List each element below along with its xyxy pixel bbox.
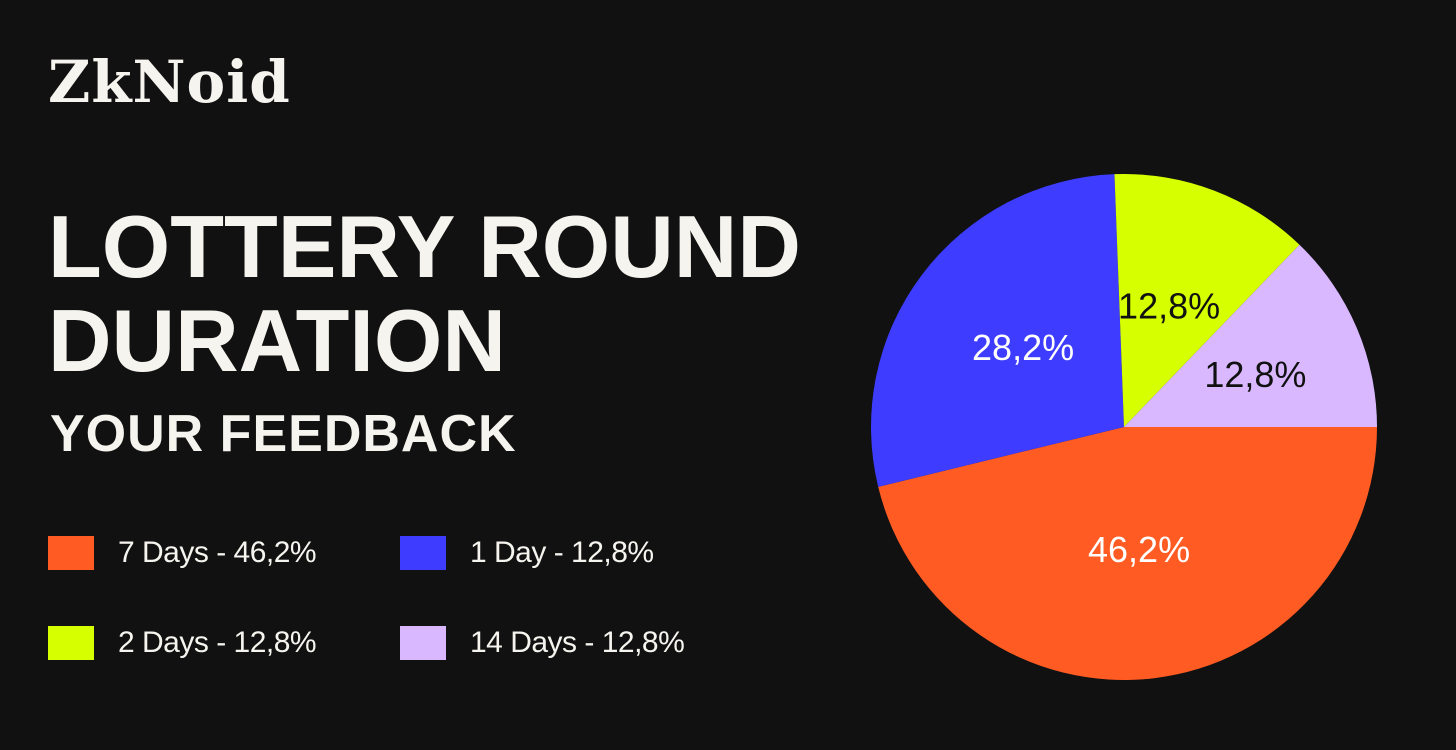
legend-swatch bbox=[400, 626, 446, 660]
chart-subtitle: YOUR FEEDBACK bbox=[50, 405, 517, 463]
title-line: LOTTERY ROUND bbox=[48, 197, 801, 296]
pie-slice bbox=[878, 427, 1377, 681]
legend-label: 2 Days - 12,8% bbox=[118, 626, 317, 659]
legend-swatch bbox=[48, 626, 94, 660]
pie-chart: 46,2% 28,2% 12,8% 12,8% bbox=[871, 174, 1377, 681]
slice-label: 46,2% bbox=[1088, 529, 1190, 570]
slice-label: 12,8% bbox=[1118, 285, 1220, 326]
legend-item: 14 Days - 12,8% bbox=[400, 623, 685, 663]
slice-label: 12,8% bbox=[1204, 354, 1306, 395]
legend-swatch bbox=[400, 536, 446, 570]
legend-swatch bbox=[48, 536, 94, 570]
title-line: DURATION bbox=[48, 291, 506, 390]
legend-label: 7 Days - 46,2% bbox=[118, 536, 317, 569]
legend-item: 2 Days - 12,8% bbox=[48, 623, 317, 663]
legend-item: 7 Days - 46,2% bbox=[48, 533, 317, 573]
brand-logo: ZkNoid bbox=[48, 48, 291, 116]
legend-item: 1 Day - 12,8% bbox=[400, 533, 654, 573]
pie-slice bbox=[1124, 244, 1377, 427]
legend-label: 1 Day - 12,8% bbox=[470, 536, 654, 569]
pie-slice bbox=[871, 174, 1124, 487]
slice-label: 28,2% bbox=[972, 327, 1074, 368]
legend-label: 14 Days - 12,8% bbox=[470, 626, 685, 659]
pie-slice bbox=[1114, 174, 1300, 427]
chart-title: LOTTERY ROUND DURATION bbox=[48, 200, 801, 388]
